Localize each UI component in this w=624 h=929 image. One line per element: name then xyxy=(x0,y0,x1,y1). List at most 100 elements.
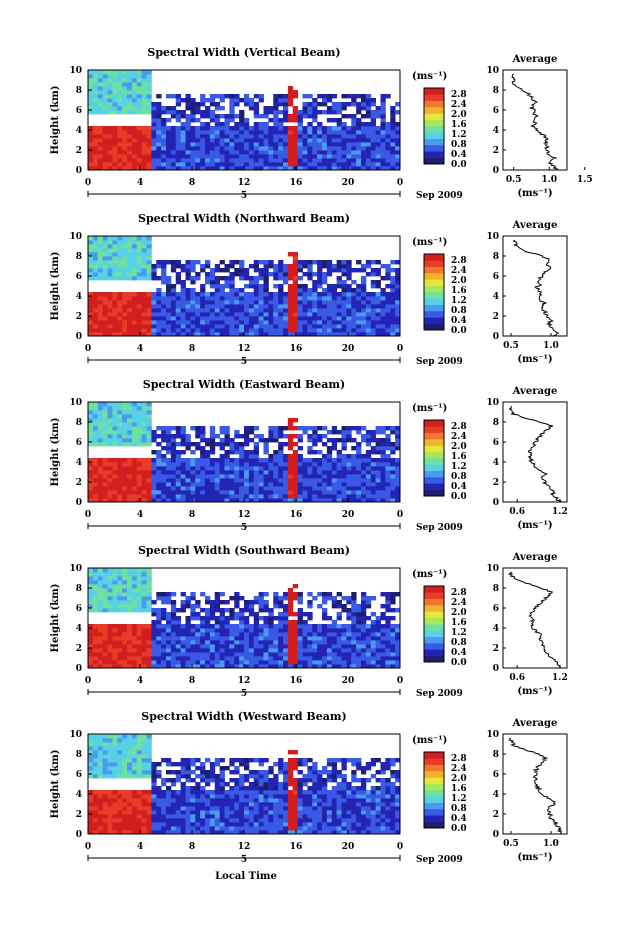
heatmap-cell xyxy=(190,292,196,297)
heatmap-cell xyxy=(122,256,128,261)
heatmap-cell xyxy=(146,248,152,253)
heatmap-cell xyxy=(312,300,318,305)
heatmap-cell xyxy=(117,660,123,665)
heatmap-cell xyxy=(395,122,401,127)
heatmap-cell xyxy=(234,162,240,167)
heatmap-cell xyxy=(175,260,182,265)
heatmap-cell xyxy=(92,572,99,577)
heatmap-cell xyxy=(258,462,264,467)
heatmap-cell xyxy=(361,94,367,99)
heatmap-cell xyxy=(263,486,269,491)
heatmap-cell xyxy=(170,474,177,479)
heatmap-cell xyxy=(131,640,138,645)
heatmap-cell xyxy=(263,446,269,451)
heatmap-cell xyxy=(112,474,118,479)
heatmap-cell xyxy=(365,442,372,447)
heatmap-cell xyxy=(370,154,377,159)
heatmap-cell xyxy=(127,94,133,99)
heatmap-cell xyxy=(248,138,255,143)
heatmap-cell xyxy=(146,332,152,337)
heatmap-cell xyxy=(292,158,299,163)
heatmap-cell xyxy=(244,486,250,491)
heatmap-cell xyxy=(390,640,396,645)
heatmap-cell xyxy=(292,458,299,463)
heatmap-cell xyxy=(307,122,313,127)
heatmap-cell xyxy=(161,608,167,613)
colorbar-tick-label: 1.6 xyxy=(451,452,467,462)
heatmap-cell xyxy=(380,162,386,167)
heatmap-cell xyxy=(317,640,323,645)
heatmap-cell xyxy=(122,320,128,325)
heatmap-cell xyxy=(385,490,391,495)
heatmap-cell xyxy=(317,438,323,443)
heatmap-cell xyxy=(273,114,279,119)
heatmap-cell xyxy=(127,810,133,815)
heatmap-cell xyxy=(131,738,138,743)
heatmap-cell xyxy=(102,482,108,487)
heatmap-cell xyxy=(229,640,235,645)
heatmap-cell xyxy=(248,304,255,309)
heatmap-cell xyxy=(248,454,255,459)
heatmap-cell xyxy=(136,272,143,277)
heatmap-cell xyxy=(166,166,172,171)
heatmap-cell xyxy=(161,782,167,787)
heatmap-cell xyxy=(385,608,391,613)
heatmap-cell xyxy=(214,122,221,127)
heatmap-cell xyxy=(380,328,386,333)
heatmap-cell xyxy=(287,300,294,305)
heatmap-cell xyxy=(146,572,152,577)
heatmap-cell xyxy=(283,620,289,625)
heatmap-cell xyxy=(361,628,367,633)
heatmap-cell xyxy=(195,138,201,143)
heatmap-cell xyxy=(365,296,372,301)
heatmap-cell xyxy=(185,264,191,269)
heatmap-cell xyxy=(117,498,123,503)
heatmap-cell xyxy=(214,296,221,301)
heatmap-cell xyxy=(292,268,299,273)
heatmap-cell xyxy=(161,470,167,475)
heatmap-cell xyxy=(292,494,299,499)
heatmap-cell xyxy=(185,102,191,107)
heatmap-cell xyxy=(136,276,143,281)
heatmap-cell xyxy=(122,70,128,75)
heatmap-cell xyxy=(336,430,342,435)
heatmap-cell xyxy=(361,438,367,443)
heatmap-cell xyxy=(156,466,162,471)
heatmap-cell xyxy=(336,486,342,491)
heatmap-cell xyxy=(112,790,118,795)
heatmap-cell xyxy=(146,308,152,313)
heatmap-cell xyxy=(273,126,279,131)
heatmap-cell xyxy=(195,632,201,637)
heatmap-cell xyxy=(283,616,289,621)
heatmap-cell xyxy=(297,264,303,269)
heatmap-cell xyxy=(292,308,299,313)
heatmap-cell xyxy=(127,826,133,831)
heatmap-cell xyxy=(239,118,245,123)
heatmap-cell xyxy=(141,640,147,645)
heatmap-cell xyxy=(180,632,186,637)
heatmap-cell xyxy=(122,126,128,131)
heatmap-cell xyxy=(156,774,162,779)
heatmap-cell xyxy=(122,648,128,653)
heatmap-cell xyxy=(112,628,118,633)
heatmap-cell xyxy=(331,636,338,641)
heatmap-cell xyxy=(307,624,313,629)
heatmap-cell xyxy=(268,478,274,483)
heatmap-cell xyxy=(385,466,391,471)
heatmap-cell xyxy=(322,628,328,633)
heatmap-cell xyxy=(341,150,347,155)
average-x-tick-label: 0.6 xyxy=(509,507,525,517)
heatmap-cell xyxy=(190,146,196,151)
heatmap-cell xyxy=(253,474,260,479)
heatmap-cell xyxy=(161,794,167,799)
heatmap-cell xyxy=(312,272,318,277)
heatmap-cell xyxy=(112,106,118,111)
heatmap-cell xyxy=(209,450,216,455)
heatmap-cell xyxy=(351,482,357,487)
y-tick-label: 4 xyxy=(76,126,82,136)
heatmap-cell xyxy=(166,260,172,265)
heatmap-cell xyxy=(112,576,118,581)
heatmap-cell xyxy=(170,592,177,597)
heatmap-cell xyxy=(229,442,235,447)
heatmap-cell xyxy=(122,822,128,827)
